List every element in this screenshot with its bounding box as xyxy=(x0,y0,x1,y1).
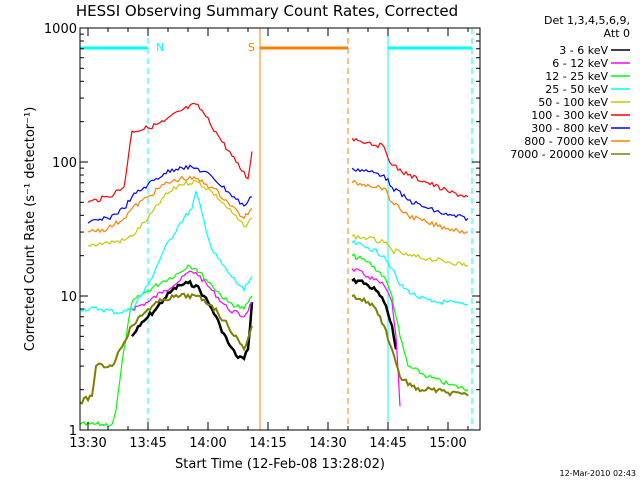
legend-label-2: 12 - 25 keV xyxy=(545,70,608,83)
series-1-segment-1 xyxy=(351,268,401,407)
y-tick-label: 100 xyxy=(52,156,77,171)
x-axis-label: Start Time (12-Feb-08 13:28:02) xyxy=(175,457,385,472)
series-5-segment-0 xyxy=(87,102,253,203)
legend-label-3: 25 - 50 keV xyxy=(545,83,608,96)
series-2-segment-1 xyxy=(351,252,469,392)
y-axis-label: Corrected Count Rate (s⁻¹ detector⁻¹) xyxy=(23,107,38,352)
y-tick-label: 10 xyxy=(60,290,77,305)
series-6-segment-0 xyxy=(87,164,253,224)
series-5-segment-1 xyxy=(351,137,469,198)
series-3-segment-1 xyxy=(351,239,469,307)
legend-label-1: 6 - 12 keV xyxy=(552,57,608,70)
series-1-segment-0 xyxy=(131,270,253,318)
legend-label-6: 300 - 800 keV xyxy=(531,122,608,135)
series-0 xyxy=(130,277,398,361)
y-tick-label: 1000 xyxy=(44,22,77,37)
series-5 xyxy=(87,102,469,203)
annotation-0: N xyxy=(156,41,164,54)
series-8-segment-0 xyxy=(79,292,253,405)
series-2-segment-0 xyxy=(79,264,253,428)
series-7-segment-0 xyxy=(87,175,253,234)
legend-label-7: 800 - 7000 keV xyxy=(524,135,608,148)
plot-frame xyxy=(79,27,481,431)
series-8 xyxy=(79,292,469,405)
series-3 xyxy=(79,189,469,315)
legend-label-4: 50 - 100 keV xyxy=(538,96,608,109)
series-6 xyxy=(87,164,469,224)
series-7 xyxy=(87,175,468,235)
series-4-segment-1 xyxy=(351,234,469,268)
series-4 xyxy=(87,179,469,268)
x-tick-label: 15:00 xyxy=(429,436,466,451)
chart-title: HESSI Observing Summary Count Rates, Cor… xyxy=(76,2,458,20)
legend-header-line-1: Det 1,3,4,5,6,9, xyxy=(544,14,630,27)
series-6-segment-1 xyxy=(351,167,469,222)
series-1 xyxy=(131,268,401,407)
x-tick-label: 14:00 xyxy=(189,436,226,451)
y-tick-label: 1 xyxy=(69,424,77,439)
series-2 xyxy=(79,252,469,428)
x-axis: 13:30 13:45 14:00 14:15 14:30 14:45 15:00 xyxy=(69,28,469,451)
series-0-segment-0 xyxy=(130,279,254,361)
series-4-segment-0 xyxy=(87,179,253,248)
series-3-segment-0 xyxy=(79,189,253,315)
x-tick-label: 14:30 xyxy=(309,436,346,451)
legend-header-line-2: Att 0 xyxy=(604,27,630,40)
x-tick-label: 13:30 xyxy=(69,436,106,451)
annotation-1: S xyxy=(248,41,255,54)
footer-timestamp: 12-Mar-2010 02:43 xyxy=(560,469,637,478)
legend-label-5: 100 - 300 keV xyxy=(531,109,608,122)
x-tick-label: 14:45 xyxy=(369,436,406,451)
series-7-segment-1 xyxy=(351,179,468,235)
series-8-segment-1 xyxy=(351,294,469,398)
x-tick-label: 14:15 xyxy=(249,436,286,451)
y-axis: 1 10 100 1000 xyxy=(44,22,480,439)
legend-label-0: 3 - 6 keV xyxy=(559,44,608,57)
x-tick-label: 13:45 xyxy=(129,436,166,451)
series-0-segment-1 xyxy=(351,277,398,350)
legend-label-8: 7000 - 20000 keV xyxy=(510,148,608,161)
